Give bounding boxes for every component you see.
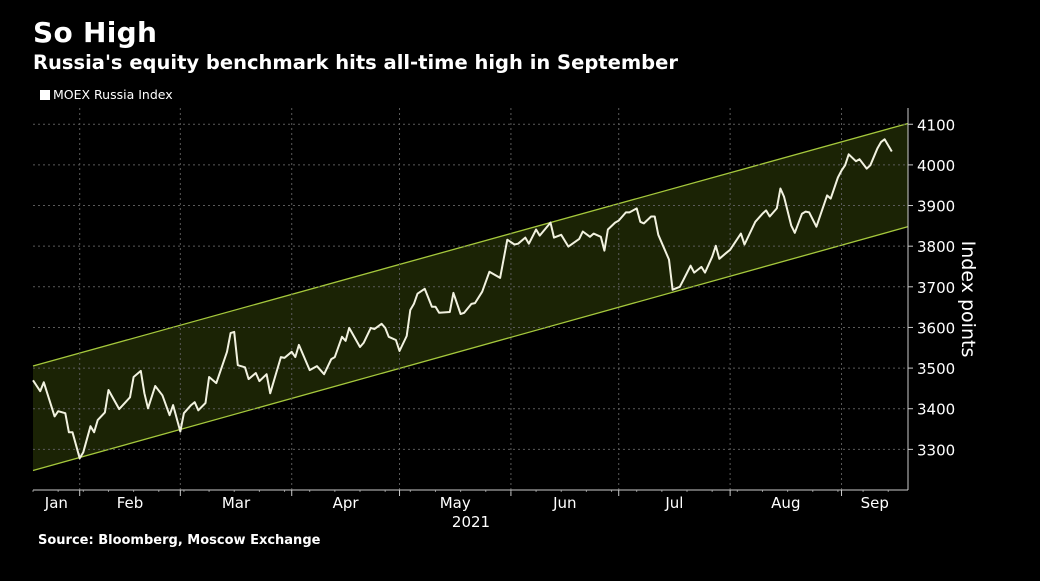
x-axis-label: 2021 — [452, 513, 490, 531]
series — [32, 138, 893, 460]
axes: 3300 3400 3500 3600 3700 3800 3900 4000 4100 Jan F… — [32, 108, 955, 512]
y-tick-label: 3900 — [917, 198, 955, 216]
y-tick-label: 4100 — [917, 116, 955, 134]
x-tick-label: Jun — [552, 494, 576, 512]
x-tick-label: May — [440, 494, 471, 512]
gridlines — [33, 108, 908, 490]
x-tick-label: Mar — [222, 494, 251, 512]
x-tick-label: Apr — [333, 494, 360, 512]
y-tick-label: 3400 — [917, 401, 955, 419]
y-axis-label: Index points — [957, 241, 979, 358]
channel-upper-line — [32, 122, 909, 367]
y-tick-label: 3600 — [917, 319, 955, 337]
y-tick-label: 3300 — [917, 441, 955, 459]
x-tick-label: Feb — [117, 494, 144, 512]
channel-fill — [33, 123, 908, 471]
x-tick-label: Jan — [44, 494, 68, 512]
trend-channel — [32, 122, 909, 472]
x-tick-label: Aug — [771, 494, 800, 512]
chart-title: So High — [33, 16, 158, 49]
x-tick-label: Jul — [664, 494, 683, 512]
y-tick-label: 3500 — [917, 360, 955, 378]
y-tick-label: 3800 — [917, 238, 955, 256]
source-note: Source: Bloomberg, Moscow Exchange — [38, 533, 321, 548]
legend-swatch — [40, 89, 50, 100]
moex-index-line — [32, 138, 893, 460]
y-tick-label: 4000 — [917, 157, 955, 175]
chart-subtitle: Russia's equity benchmark hits all-time … — [33, 51, 678, 74]
legend: MOEX Russia Index — [40, 87, 173, 102]
legend-label: MOEX Russia Index — [53, 87, 173, 102]
x-tick-label: Sep — [861, 494, 889, 512]
y-tick-label: 3700 — [917, 279, 955, 297]
